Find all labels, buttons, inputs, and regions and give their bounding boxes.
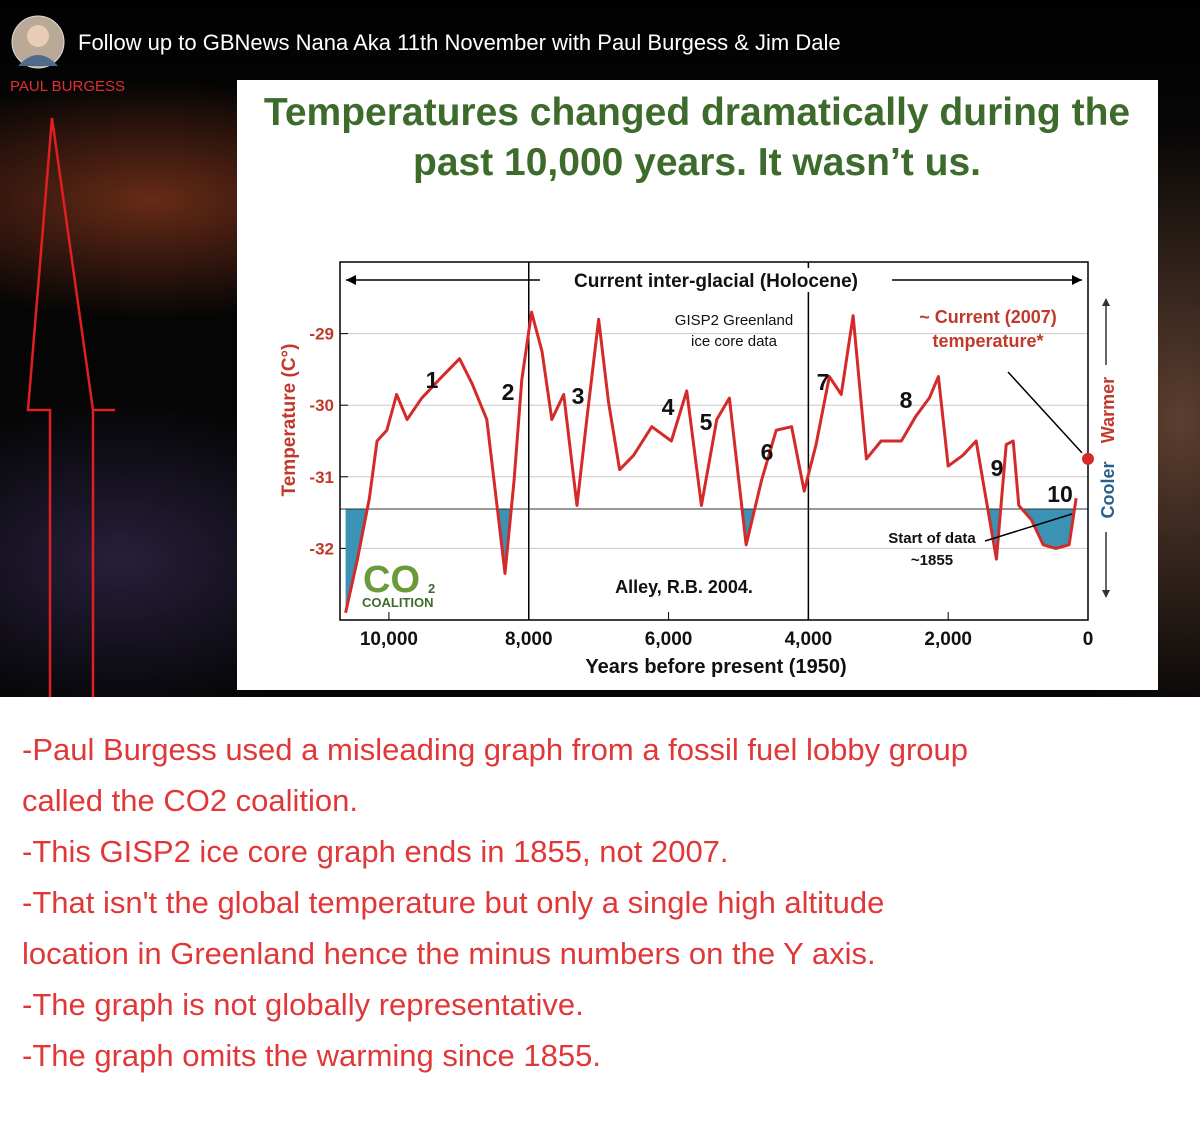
peak-label: 7 — [817, 369, 830, 395]
side-label: Cooler — [1098, 461, 1118, 518]
y-tick-label: -32 — [309, 539, 334, 558]
note-line: -The graph is not globally representativ… — [22, 987, 584, 1022]
peak-label: 9 — [991, 455, 1004, 481]
note-line: -That isn't the global temperature but o… — [22, 885, 885, 920]
period-bg — [540, 268, 892, 292]
red-arrow — [26, 117, 115, 697]
peak-label: 5 — [700, 409, 713, 435]
video-frame: Follow up to GBNews Nana Aka 11th Novemb… — [0, 0, 1200, 697]
plot-frame — [339, 261, 1089, 621]
period-label: Current inter-glacial (Holocene) — [574, 271, 858, 292]
logo-text: COALITION — [362, 595, 434, 610]
y-axis-label: Temperature (C°) — [279, 344, 300, 497]
x-tick-label: 6,000 — [645, 629, 693, 650]
y-tick-label: -29 — [309, 325, 334, 344]
side-label: Warmer — [1098, 377, 1118, 443]
avatar-face — [27, 25, 49, 47]
current-point — [1082, 452, 1094, 465]
note-line: -This GISP2 ice core graph ends in 1855,… — [22, 834, 729, 869]
current-pointer — [1007, 371, 1083, 454]
logo-co: CO — [363, 559, 420, 601]
current-label: ~ Current (2007) — [919, 307, 1057, 327]
start-pointer — [984, 513, 1073, 542]
y-tick-label: -30 — [309, 396, 334, 415]
peak-label: 6 — [761, 439, 774, 465]
avatar-body — [18, 55, 58, 66]
x-tick-label: 2,000 — [924, 629, 972, 650]
x-tick-label: 8,000 — [505, 629, 553, 650]
video-title[interactable]: Follow up to GBNews Nana Aka 11th Novemb… — [78, 30, 841, 55]
slide: Temperatures changed dramatically during… — [237, 80, 1158, 690]
x-tick-label: 0 — [1083, 629, 1094, 650]
y-tick-label: -31 — [309, 468, 334, 487]
start-label: Start of data — [888, 530, 976, 547]
peak-label: 2 — [502, 379, 515, 405]
note-line: called the CO2 coalition. — [22, 783, 359, 818]
peak-label: 1 — [426, 367, 439, 393]
peak-label: 10 — [1047, 481, 1073, 507]
slide-title: Temperatures changed dramatically during… — [263, 91, 1131, 184]
peak-label: 3 — [572, 383, 585, 409]
x-axis-label: Years before present (1950) — [585, 656, 846, 678]
peak-label: 4 — [662, 394, 675, 420]
x-tick-label: 10,000 — [360, 629, 418, 650]
peak-label: 8 — [900, 387, 913, 413]
source-label: GISP2 Greenland — [675, 312, 793, 329]
source-label: ice core data — [691, 333, 778, 350]
start-label: ~1855 — [911, 552, 953, 569]
logo-sub: 2 — [428, 581, 435, 596]
channel-name[interactable]: PAUL BURGESS — [10, 78, 126, 95]
note-line: -The graph omits the warming since 1855. — [22, 1038, 601, 1073]
note-line: -Paul Burgess used a misleading graph fr… — [22, 732, 969, 767]
chart: -29 -30 -31 -32 10,000 8,000 6,000 4,000 2,000 0 C… — [279, 261, 1118, 678]
current-label: temperature* — [932, 331, 1043, 351]
citation: Alley, R.B. 2004. — [615, 577, 753, 597]
x-tick-label: 4,000 — [785, 629, 833, 650]
notes: -Paul Burgess used a misleading graph fr… — [22, 724, 968, 1081]
note-line: location in Greenland hence the minus nu… — [22, 936, 876, 971]
temperature-line — [344, 310, 1078, 614]
